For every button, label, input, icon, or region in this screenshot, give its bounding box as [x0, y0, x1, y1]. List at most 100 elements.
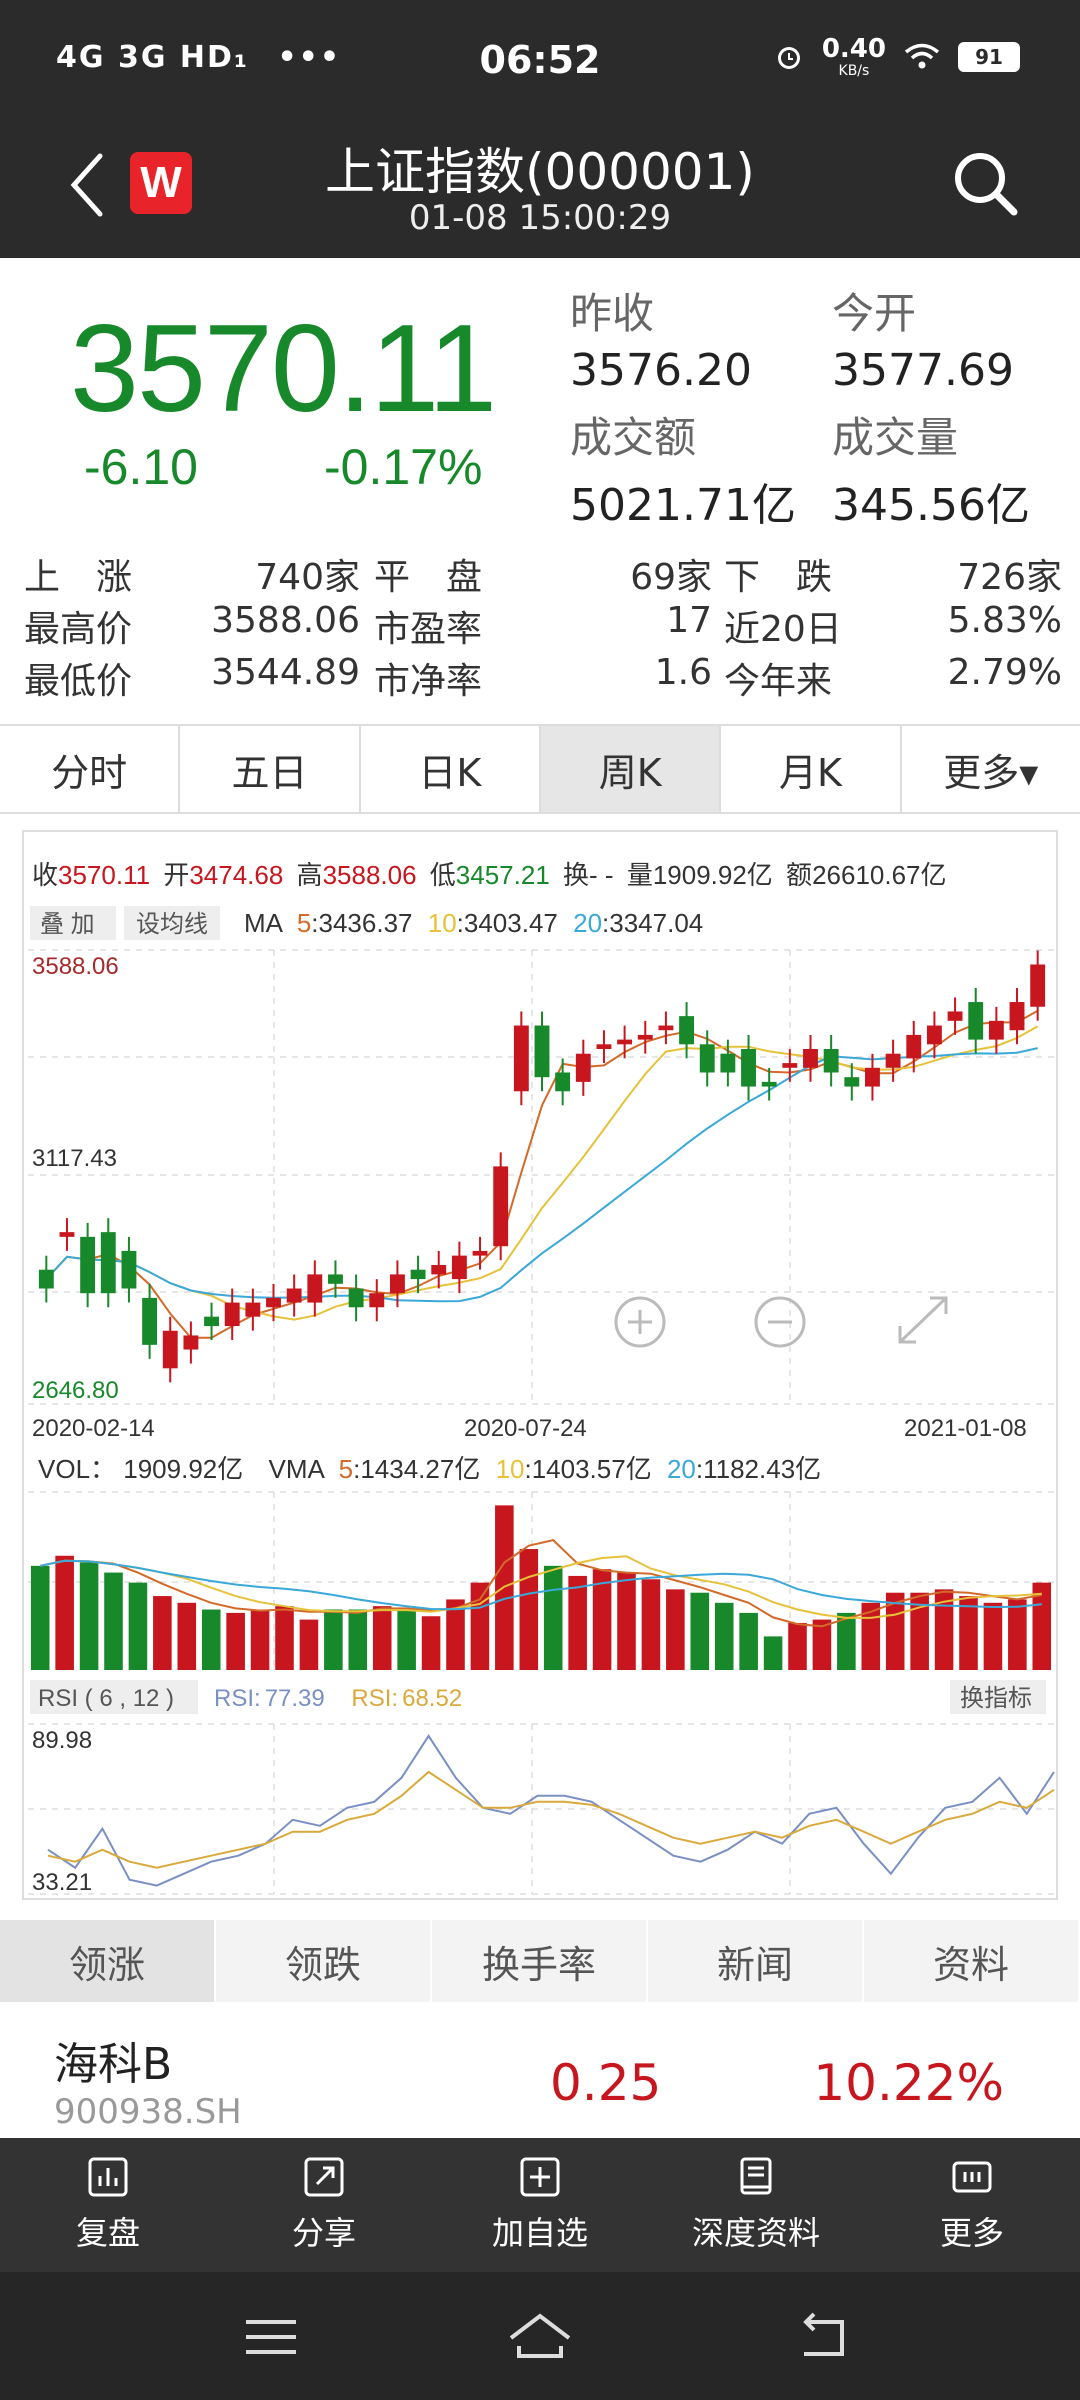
tab-top-losers[interactable]: 领跌 — [216, 1920, 432, 2002]
candle — [803, 1049, 818, 1068]
tab-intraday[interactable]: 分时 — [0, 726, 181, 812]
prev-close-value: 3576.20 — [570, 345, 752, 396]
candle — [493, 1166, 509, 1247]
switch-indicator-label: 换指标 — [960, 1685, 1032, 1712]
tab-profile[interactable]: 资料 — [864, 1920, 1080, 2002]
svg-text:RSI:77.39 RSI:68.52: RSI: 77.39 RSI: 68.52 — [214, 1685, 462, 1712]
back-icon[interactable] — [62, 150, 112, 220]
kline-svg[interactable]: 收3570.11 开3474.68 高3588.06 低3457.21 换- -… — [24, 832, 1060, 1902]
vol-value: 1909.92亿 — [123, 1454, 243, 1484]
tab-weekly-k[interactable]: 周K — [540, 726, 722, 812]
candle — [1009, 1002, 1025, 1031]
candle — [720, 1053, 736, 1073]
candle — [451, 1255, 467, 1280]
info-vol-label: 量 — [627, 860, 653, 890]
set-ma-button[interactable] — [124, 906, 220, 940]
volume-bar — [837, 1612, 856, 1670]
set-ma-button-label: 设均线 — [136, 911, 208, 938]
add-watchlist-button[interactable]: 加自选 — [432, 2138, 648, 2272]
vma10-label: 10 — [496, 1454, 525, 1484]
volume-value: 345.56亿 — [832, 480, 1030, 531]
zoom-in-icon[interactable] — [614, 1296, 666, 1348]
last-price: 3570.11 — [70, 300, 497, 438]
candle — [885, 1053, 901, 1068]
volume-bar — [617, 1572, 636, 1670]
rsi-button[interactable] — [30, 1680, 198, 1714]
tab-daily-k[interactable]: 日K — [361, 726, 541, 812]
candle — [80, 1236, 96, 1294]
x-axis-right: 2021-01-08 — [904, 1415, 1027, 1442]
candle — [100, 1232, 116, 1294]
volume-bar — [592, 1569, 612, 1670]
candle — [162, 1330, 178, 1369]
home-icon[interactable] — [505, 2302, 575, 2372]
info-low-label: 低 — [430, 860, 456, 890]
stat-value: 17 — [666, 600, 712, 641]
stock-name: 海科B — [54, 2039, 173, 2090]
candle — [555, 1072, 571, 1092]
volume-bar — [153, 1596, 172, 1670]
candle — [307, 1274, 323, 1303]
volume-bar — [812, 1619, 832, 1670]
ranking-tabs: 领涨 领跌 换手率 新闻 资料 — [0, 1920, 1080, 2002]
list-item[interactable]: 海科B 900938.SH 0.25 10.22% — [0, 2002, 1080, 2138]
tab-news[interactable]: 新闻 — [648, 1920, 864, 2002]
overlay-button[interactable] — [30, 906, 116, 940]
bottom-toolbar: 复盘 分享 加自选 深度资料 更多 — [0, 2138, 1080, 2272]
candle — [245, 1302, 261, 1317]
stats-row: 最高价 3588.06 市盈率 17 近20日 5.83% — [0, 600, 1080, 652]
tab-top-gainers[interactable]: 领涨 — [0, 1920, 216, 2002]
volume-bar — [446, 1599, 465, 1670]
volume-bar — [910, 1592, 929, 1670]
search-icon[interactable] — [950, 148, 1020, 218]
svg-text:MA 5:3436.37 1: MA 5:3436.37 10:3403.47 20:3347.04 — [244, 908, 703, 938]
replay-button[interactable]: 复盘 — [0, 2138, 216, 2272]
menu-icon[interactable] — [236, 2302, 306, 2372]
tab-more[interactable]: 更多▾ — [943, 750, 1039, 795]
status-right: 0.40 KB/s 91 — [774, 36, 1020, 78]
back-nav-icon[interactable] — [788, 2302, 858, 2372]
candle — [906, 1034, 922, 1059]
info-turnover-rate-label: 换 — [563, 860, 589, 890]
info-turnover-rate: - - — [589, 860, 614, 890]
volume-bar — [226, 1612, 245, 1670]
ma5-value: 3436.37 — [319, 908, 413, 938]
rsi-button-label: RSI ( 6 , 12 ) — [38, 1685, 174, 1712]
candle — [844, 1077, 860, 1087]
volume-bar — [739, 1612, 758, 1670]
volume-bar — [983, 1602, 1003, 1670]
tab-turnover-rate[interactable]: 换手率 — [432, 1920, 648, 2002]
vma-line — [39, 1559, 1042, 1611]
switch-indicator-button[interactable] — [950, 1680, 1046, 1714]
stat-label: 平 盘 — [374, 557, 483, 598]
info-amount: 26610.67亿 — [812, 860, 946, 890]
add-icon — [520, 2157, 560, 2197]
deep-research-button[interactable]: 深度资料 — [648, 2138, 864, 2272]
tab-monthly-k[interactable]: 月K — [721, 726, 902, 812]
info-low: 3457.21 — [456, 860, 550, 890]
info-amount-label: 额 — [786, 860, 812, 890]
candle — [266, 1297, 281, 1308]
candle — [328, 1274, 343, 1284]
svg-text:收3570.11 开3474.68: 收3570.11 开3474.68 高3588.06 低3457.21 换- -… — [32, 860, 947, 890]
more-button[interactable]: 更多 — [864, 2138, 1080, 2272]
volume-bar — [885, 1592, 905, 1670]
candle — [38, 1269, 54, 1289]
vma20-label: 20 — [667, 1454, 696, 1484]
x-axis-mid: 2020-07-24 — [464, 1415, 587, 1442]
more-label: 更多 — [939, 2214, 1004, 2252]
quote-timestamp: 01-08 15:00:29 — [408, 198, 672, 238]
rsi1-label: RSI: — [214, 1685, 261, 1712]
stock-price: 0.25 — [550, 2054, 662, 2112]
zoom-out-icon[interactable] — [754, 1296, 806, 1348]
ma10-label: 10 — [428, 908, 457, 938]
fullscreen-icon[interactable] — [898, 1296, 948, 1344]
app-logo[interactable]: W — [130, 152, 192, 214]
stat-label: 最高价 — [24, 609, 133, 650]
quote-panel: 3570.11 -6.10 -0.17% 昨收 3576.20 今开 3577.… — [0, 258, 1080, 531]
kline-chart[interactable]: 收3570.11 开3474.68 高3588.06 低3457.21 换- -… — [22, 830, 1058, 1900]
vma20-value: 1182.43亿 — [703, 1454, 821, 1484]
stat-label: 上 涨 — [24, 557, 133, 598]
share-button[interactable]: 分享 — [216, 2138, 432, 2272]
tab-five-day[interactable]: 五日 — [180, 726, 361, 812]
